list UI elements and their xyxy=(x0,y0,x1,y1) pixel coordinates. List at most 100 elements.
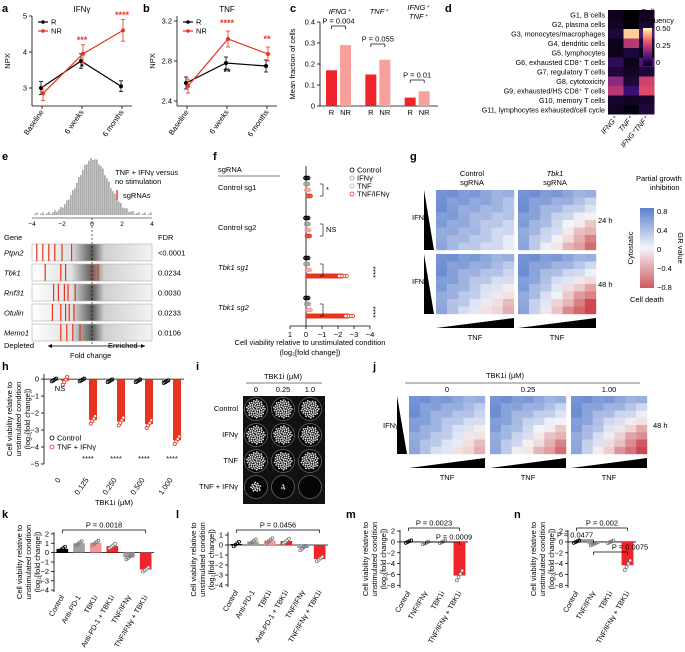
colony xyxy=(275,411,278,414)
data-point xyxy=(407,539,412,544)
colony xyxy=(275,414,278,416)
gr-cell xyxy=(452,446,464,455)
colony xyxy=(282,416,285,419)
colony xyxy=(276,456,279,458)
gr-cell xyxy=(551,291,563,300)
gr-cell xyxy=(491,269,504,277)
colony xyxy=(276,406,279,409)
colony xyxy=(255,458,258,461)
gr-cell xyxy=(562,276,574,285)
p-value: P = 0.0456 xyxy=(260,521,296,530)
gr-cell xyxy=(533,446,545,455)
colony xyxy=(262,409,265,412)
panel-letter: m xyxy=(346,509,356,521)
legend-tick: 0.25 xyxy=(656,41,671,50)
gr-cell xyxy=(573,276,586,285)
colony xyxy=(314,455,317,458)
gr-cell xyxy=(551,190,563,198)
colony xyxy=(256,435,259,438)
gr-cell xyxy=(522,446,534,455)
colony xyxy=(281,465,284,468)
panel-l: 10−1−2−3−4 Cell viability relative to unst… xyxy=(189,521,328,644)
gr-cell xyxy=(625,417,637,426)
gr-cell xyxy=(436,190,448,198)
column-header: TBK1i (μM) xyxy=(264,372,303,381)
significance-mark: **** xyxy=(110,454,122,463)
colony xyxy=(302,402,305,404)
colony xyxy=(264,408,266,410)
colony xyxy=(252,459,255,462)
colony xyxy=(281,426,284,429)
row-label: G1, B cells xyxy=(570,10,605,19)
axis-label: Cell viability relative to xyxy=(529,522,538,596)
gr-cell xyxy=(636,396,648,404)
colony xyxy=(284,400,287,403)
conc-label: 0 xyxy=(254,385,258,394)
colony xyxy=(257,406,260,409)
gr-cell xyxy=(491,261,504,270)
gr-cell xyxy=(430,396,442,404)
colony xyxy=(256,409,259,412)
bar-tnf-ifng xyxy=(145,379,153,425)
gr-cell xyxy=(469,212,481,221)
colony xyxy=(257,484,260,487)
colony xyxy=(255,486,258,488)
axis-label: (log₂[fold change]) xyxy=(33,531,42,592)
colony xyxy=(274,456,277,459)
colony xyxy=(282,425,285,427)
tick-label: 2 xyxy=(391,527,395,536)
colony xyxy=(280,405,283,408)
colony xyxy=(304,427,307,430)
colony xyxy=(311,426,314,429)
colony xyxy=(281,463,284,465)
gr-cell xyxy=(636,439,648,447)
bar-control xyxy=(50,379,58,380)
gr-cell xyxy=(469,306,481,315)
gr-cell xyxy=(584,220,597,228)
gr-cell xyxy=(409,432,421,440)
colony xyxy=(310,409,313,412)
gr-cell xyxy=(500,439,512,447)
gr-cell xyxy=(452,417,464,426)
gr-cell xyxy=(458,299,470,307)
colony xyxy=(246,406,248,409)
colony xyxy=(278,467,281,470)
gr-cell xyxy=(469,205,481,213)
significance-mark: **** xyxy=(371,266,380,278)
colony xyxy=(258,428,261,431)
category-label: 6 weeks xyxy=(207,108,230,136)
colony xyxy=(278,461,281,464)
histogram-bar xyxy=(142,213,144,215)
colony xyxy=(287,427,290,430)
panel-letter: b xyxy=(143,3,150,15)
tick-label: −1 xyxy=(40,558,49,567)
data-point xyxy=(177,434,182,439)
gr-cell xyxy=(573,220,586,228)
colony xyxy=(251,461,254,464)
gr-cell xyxy=(469,284,481,292)
colony xyxy=(247,407,250,410)
heatmap-cell xyxy=(608,38,624,48)
gr-cell xyxy=(469,261,481,270)
bar xyxy=(73,543,85,553)
axis-end-label: Enriched xyxy=(108,341,138,350)
gr-cell xyxy=(581,446,593,455)
gr-cell xyxy=(474,396,486,404)
colony xyxy=(287,462,290,465)
gr-cell xyxy=(573,227,586,236)
colony xyxy=(287,441,290,444)
panel-letter: l xyxy=(176,509,179,521)
colony xyxy=(312,467,315,470)
gr-cell xyxy=(474,432,486,440)
histogram-bar xyxy=(64,204,66,215)
legend-marker xyxy=(349,167,355,173)
gr-cell xyxy=(469,235,481,243)
colony xyxy=(258,454,261,457)
gr-cell xyxy=(584,306,597,315)
gr-cell xyxy=(436,197,448,206)
histogram-bar xyxy=(132,211,134,215)
gr-cell xyxy=(491,212,504,221)
data-point xyxy=(121,415,126,420)
screen-title: TNF + IFNγ versus xyxy=(115,168,178,177)
histogram-bar xyxy=(48,211,50,215)
